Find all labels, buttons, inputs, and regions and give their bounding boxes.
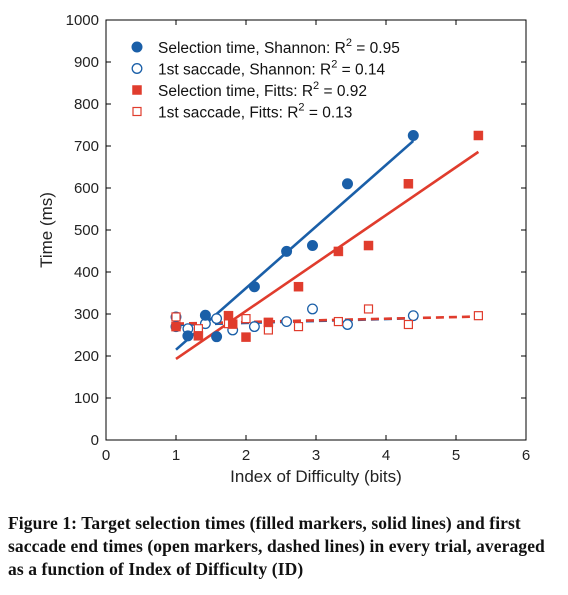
x-tick-label: 6 xyxy=(522,447,530,464)
data-point xyxy=(171,321,181,332)
data-point xyxy=(307,240,318,252)
legend-entry: 1st saccade, Fitts: R2 = 0.13 xyxy=(158,102,352,122)
data-point xyxy=(227,319,238,329)
y-tick-label: 700 xyxy=(74,138,99,155)
data-point xyxy=(473,130,484,141)
legend-marker xyxy=(132,85,142,95)
data-point xyxy=(248,281,260,293)
fit-line xyxy=(175,150,480,361)
fit-line xyxy=(175,315,479,325)
data-point xyxy=(407,130,419,141)
y-tick-label: 1000 xyxy=(66,12,99,29)
data-point xyxy=(407,310,419,322)
data-point xyxy=(333,316,343,327)
data-point xyxy=(241,314,251,324)
scatter-chart: 0 100 200 300 400 500 600 700 800 900 1000 1 2 3 4 5 60 … xyxy=(37,12,531,486)
data-point xyxy=(171,312,181,322)
y-tick-label: 900 xyxy=(74,54,99,71)
data-point xyxy=(223,310,234,321)
data-point xyxy=(293,322,304,332)
data-point xyxy=(241,332,251,342)
y-tick-label: 500 xyxy=(74,222,99,239)
data-point xyxy=(363,304,374,314)
y-tick-label: 200 xyxy=(74,348,99,365)
fit-lines xyxy=(175,139,480,361)
data-point xyxy=(281,245,293,257)
y-tick-label: 800 xyxy=(74,96,99,113)
legend-marker xyxy=(131,41,143,53)
data-point xyxy=(333,246,344,257)
data-point xyxy=(281,316,293,328)
legend-marker xyxy=(131,63,143,74)
data-point xyxy=(263,325,273,335)
y-axis-label: Time (ms) xyxy=(37,192,56,268)
legend-marker xyxy=(132,106,142,117)
figure-caption: Figure 1: Target selection times (filled… xyxy=(8,513,545,579)
legend-entry: Selection time, Fitts: R2 = 0.92 xyxy=(158,80,367,100)
data-point xyxy=(248,321,260,333)
data-point xyxy=(363,240,374,251)
data-point xyxy=(211,313,223,325)
x-tick-label: 2 xyxy=(242,447,250,464)
y-tick-label: 0 xyxy=(91,432,99,449)
data-point xyxy=(473,311,483,321)
data-point xyxy=(342,319,353,330)
x-tick-label: 4 xyxy=(382,447,390,464)
x-tick-label: 5 xyxy=(452,447,460,464)
data-point xyxy=(199,309,211,321)
legend-entry: 1st saccade, Shannon: R2 = 0.14 xyxy=(158,59,386,79)
data-point xyxy=(182,330,194,342)
x-tick-label: 1 xyxy=(172,447,180,464)
axis-ticks: 0 100 200 300 400 500 600 700 800 900 1000 1 2 3 4 5 6 0 xyxy=(66,12,531,464)
data-point xyxy=(403,319,413,330)
legend-entry: Selection time, Shannon: R2 = 0.95 xyxy=(158,37,400,57)
x-tick-label-origin: 0 xyxy=(102,447,110,464)
data-points xyxy=(170,130,484,343)
y-tick-label: 600 xyxy=(74,180,99,197)
x-tick-label: 3 xyxy=(312,447,320,464)
x-axis-label: Index of Difficulty (bits) xyxy=(230,467,402,486)
y-tick-label: 300 xyxy=(74,306,99,323)
data-point xyxy=(293,281,304,292)
data-point xyxy=(403,179,414,189)
data-point xyxy=(193,331,204,341)
data-point xyxy=(211,331,223,343)
data-point xyxy=(342,178,353,190)
y-tick-label: 400 xyxy=(74,264,99,281)
data-point xyxy=(307,303,318,315)
data-point xyxy=(263,317,274,328)
y-tick-label: 100 xyxy=(74,390,99,407)
